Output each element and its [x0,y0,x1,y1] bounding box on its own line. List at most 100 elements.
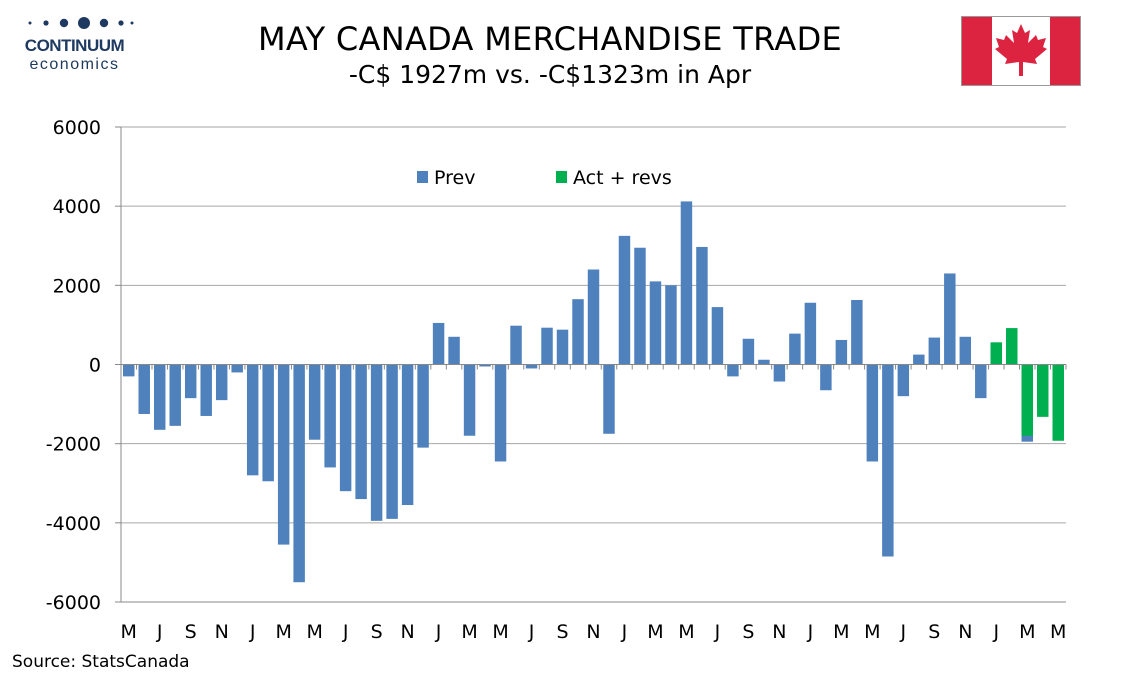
x-tick-label: M [461,621,477,643]
x-tick-label: N [958,621,972,643]
y-tick-label: -6000 [46,592,101,614]
bar-prev [494,364,507,462]
bar-act-revs [1006,328,1018,365]
bar-prev [944,273,956,365]
bar-prev [355,364,367,500]
x-tick-label: N [400,621,414,643]
bar-prev [277,364,290,545]
bar-prev [820,364,832,391]
x-tick-label: M [678,621,694,643]
x-tick-label: J [435,621,442,643]
bar-prev [913,354,925,365]
bar-prev [138,364,150,414]
bar-prev [897,364,910,397]
bar-prev [835,339,848,365]
bar-prev [804,302,817,365]
chart-title: MAY CANADA MERCHANDISE TRADE [257,20,843,58]
x-tick-label: M [1019,621,1035,643]
x-tick-label: J [714,621,721,643]
x-tick-label: J [807,621,814,643]
bar-prev [324,364,336,468]
bar-prev [541,327,553,365]
x-tick-label: M [492,621,508,643]
x-tick-label: N [215,621,229,643]
x-tick-label: J [528,621,535,643]
x-tick-label: S [928,621,940,643]
x-tick-label: M [647,621,663,643]
bar-prev [262,364,274,482]
chart-subtitle: -C$ 1927m vs. -C$1323m in Apr [348,60,752,89]
bar-prev [479,364,491,367]
bar-prev [789,333,801,365]
legend-label-act-revs: Act + revs [573,167,672,189]
bar-act-revs [1021,364,1033,436]
bar-prev [525,364,538,369]
legend-swatch-act-revs [556,171,567,183]
bar-prev [866,364,879,462]
bar-prev [154,364,166,430]
y-tick-label: 6000 [53,117,101,139]
bar-prev [510,325,522,365]
bar-act-revs [990,342,1003,365]
legend-swatch-prev [417,171,428,183]
x-tick-label: M [275,621,291,643]
bar-prev [246,364,259,476]
y-tick-label: 4000 [53,196,101,218]
bar-prev [401,364,414,506]
bar-prev [572,299,584,365]
bar-prev [448,336,460,365]
x-tick-label: J [992,621,999,643]
logo-name: CONTINUUM [24,36,125,55]
bar-prev [634,247,646,365]
bar-prev [386,364,398,519]
bar-prev [665,285,677,365]
bar-prev [293,364,305,583]
bar-prev [851,299,863,365]
bar-prev [215,364,228,401]
y-tick-label: -2000 [46,434,101,456]
bar-prev [758,359,770,365]
x-tick-label: J [156,621,163,643]
x-tick-label: S [185,621,197,643]
source-note: Source: StatsCanada [12,652,190,672]
bar-prev [432,322,445,365]
x-tick-label: N [772,621,786,643]
canada-flag-icon [961,16,1081,86]
bar-prev [603,364,615,434]
x-tick-label: S [556,621,568,643]
bar-prev [184,364,197,399]
bar-prev [975,364,987,399]
logo-subtitle: economics [29,56,120,73]
x-tick-label: J [900,621,907,643]
bar-prev [123,364,135,377]
bar-prev [773,364,786,382]
bar-prev [169,364,181,426]
bar-prev [200,364,212,416]
bar-prev [680,201,693,365]
bar-prev [882,364,894,557]
y-tick-label: -4000 [46,513,101,535]
bar-prev [463,364,476,436]
x-tick-label: M [864,621,880,643]
continuum-logo: CONTINUUM economics [12,14,137,76]
y-tick-label: 0 [89,355,101,377]
bar-prev [649,281,662,365]
bar-prev [339,364,352,492]
bar-prev [417,364,429,448]
x-tick-label: J [249,621,256,643]
bar-prev [587,269,600,365]
x-tick-label: S [371,621,383,643]
bar-prev [742,338,755,365]
bar-prev [696,246,708,365]
bar-prev [556,329,569,365]
x-tick-label: M [1050,621,1066,643]
x-tick-label: M [306,621,322,643]
bar-act-revs [1052,364,1064,441]
bar-prev [618,235,631,365]
bar-prev [231,364,243,373]
logo-dots-icon [28,17,134,29]
bar-prev [370,364,383,521]
x-tick-label: M [833,621,849,643]
bar-prev [959,336,972,365]
